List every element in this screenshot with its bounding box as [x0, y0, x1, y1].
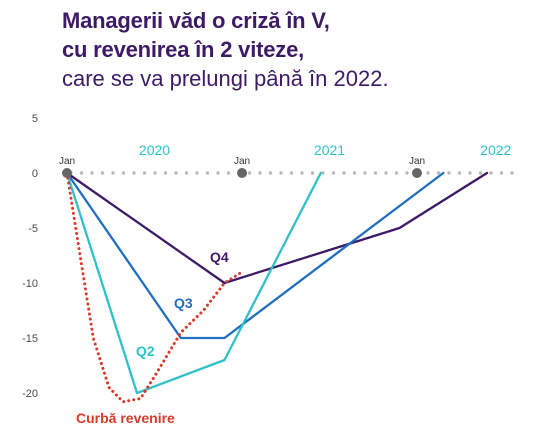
baseline-dot [226, 171, 231, 175]
zero-baseline [69, 171, 514, 175]
y-tick-label: 5 [32, 113, 38, 125]
baseline-dot [174, 171, 178, 175]
jan-marker-label: Jan [59, 156, 75, 167]
baseline-dot [300, 171, 304, 175]
baseline-dot [478, 171, 483, 175]
baseline-dot [457, 171, 462, 175]
series-line-q4 [65, 171, 489, 285]
series-labels: Q4 Q3 Q2 Curbă revenire [76, 249, 229, 426]
year-label: 2021 [314, 142, 345, 158]
baseline-dot [373, 171, 378, 175]
baseline-dot [510, 171, 514, 175]
series-label-q2: Q2 [136, 343, 155, 359]
baseline-dot [247, 171, 252, 175]
baseline-dot [121, 171, 126, 175]
jan-markers: Jan Jan Jan [59, 156, 425, 178]
baseline-dot [447, 171, 451, 175]
y-axis: 5 0 -5 -10 -15 -20 [22, 113, 38, 400]
jan-marker-label: Jan [234, 156, 250, 167]
jan-marker-dot [237, 168, 247, 178]
title-line-1: Managerii văd o criză în V, [62, 8, 330, 33]
baseline-dot [405, 171, 409, 175]
year-labels: 2020 2021 2022 [139, 142, 512, 158]
baseline-dot [394, 171, 399, 175]
baseline-dot [79, 171, 84, 175]
baseline-dot [384, 171, 388, 175]
baseline-dot [342, 171, 346, 175]
baseline-dot [489, 171, 493, 175]
baseline-dot [268, 171, 273, 175]
year-label: 2020 [139, 142, 170, 158]
y-tick-label: 0 [32, 168, 38, 180]
series-label-recovery: Curbă revenire [76, 410, 175, 426]
baseline-dot [205, 171, 210, 175]
baseline-dot [163, 171, 168, 175]
year-label: 2022 [480, 142, 511, 158]
series-lines [65, 171, 489, 404]
baseline-dot [289, 171, 294, 175]
baseline-dot [90, 171, 94, 175]
jan-marker-dot [62, 168, 72, 178]
baseline-dot [426, 171, 430, 175]
baseline-dot [331, 171, 336, 175]
baseline-dot [499, 171, 504, 175]
baseline-dot [100, 171, 105, 175]
series-line-q3 [65, 171, 445, 340]
baseline-dot [436, 171, 441, 175]
baseline-dot [195, 171, 199, 175]
title-line-3: care se va prelungi până în 2022. [62, 66, 389, 91]
y-tick-label: -15 [22, 333, 38, 345]
series-line-recovery [65, 171, 244, 404]
baseline-dot [468, 171, 472, 175]
baseline-dot [142, 171, 147, 175]
baseline-dot [184, 171, 189, 175]
baseline-dot [258, 171, 262, 175]
baseline-dot [310, 171, 315, 175]
y-tick-label: -20 [22, 388, 38, 400]
baseline-dot [363, 171, 367, 175]
title-line-2: cu revenirea în 2 viteze, [62, 37, 305, 62]
series-label-q4: Q4 [210, 249, 229, 265]
baseline-dot [153, 171, 157, 175]
y-tick-label: -5 [28, 223, 38, 235]
baseline-dot [111, 171, 115, 175]
jan-marker-dot [412, 168, 422, 178]
baseline-dot [321, 171, 325, 175]
chart-title: Managerii văd o criză în V, cu revenirea… [62, 6, 542, 93]
y-tick-label: -10 [22, 278, 38, 290]
series-line-q2 [65, 171, 322, 395]
series-label-q3: Q3 [174, 295, 193, 311]
baseline-dot [352, 171, 357, 175]
baseline-dot [279, 171, 283, 175]
jan-marker-label: Jan [409, 156, 425, 167]
baseline-dot [132, 171, 136, 175]
baseline-dot [216, 171, 220, 175]
